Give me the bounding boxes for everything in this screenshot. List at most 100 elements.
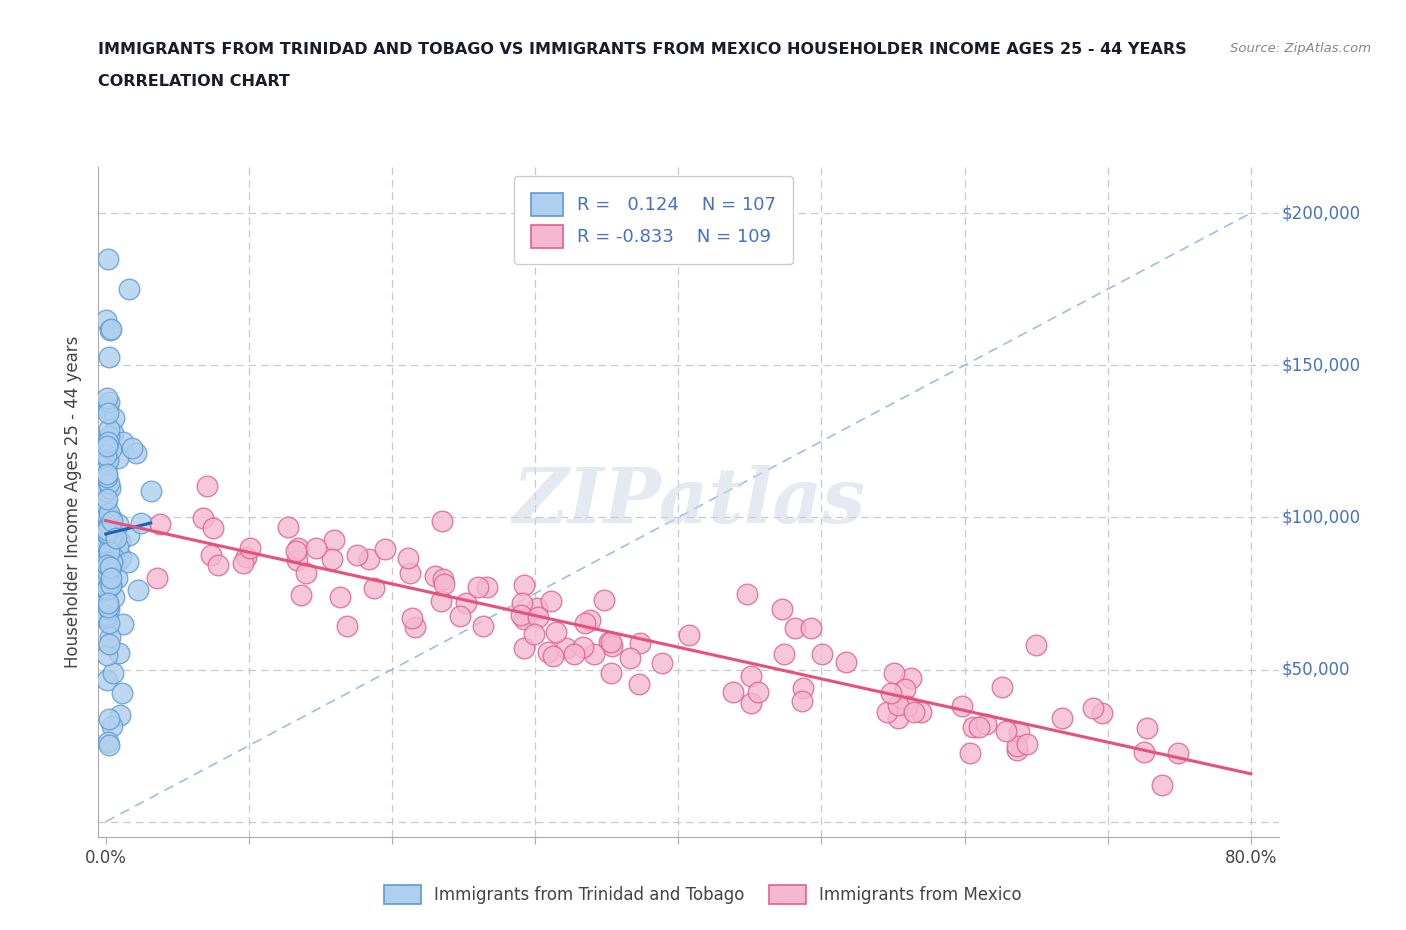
Point (770, 602, 793, 617)
Point (96, 612, 118, 627)
Text: $100,000: $100,000 (1282, 509, 1361, 526)
Point (131, 516, 153, 531)
Point (600, 634, 623, 649)
Point (97, 475, 120, 490)
Point (97, 395, 120, 410)
Point (125, 445, 148, 460)
Point (101, 666, 124, 681)
Point (579, 612, 602, 627)
Point (207, 558, 229, 573)
Point (96, 525, 118, 540)
Point (598, 634, 620, 649)
Point (792, 680, 814, 695)
Point (94, 447, 117, 462)
Point (619, 650, 641, 665)
Point (546, 625, 568, 640)
Point (600, 639, 623, 654)
Point (98, 711, 121, 726)
Point (800, 620, 823, 635)
Point (404, 619, 426, 634)
Point (1091, 705, 1114, 720)
Point (1083, 701, 1105, 716)
Point (110, 533, 132, 548)
Point (101, 426, 124, 441)
Point (527, 610, 550, 625)
Point (100, 322, 122, 337)
Point (97, 599, 120, 614)
Point (100, 511, 122, 525)
Point (118, 282, 141, 297)
Point (94, 550, 117, 565)
Point (98, 506, 121, 521)
Point (94, 449, 117, 464)
Point (651, 656, 673, 671)
Point (97, 565, 120, 580)
Point (96, 484, 118, 498)
Point (103, 410, 125, 425)
Point (880, 685, 903, 700)
Point (96, 523, 118, 538)
Point (398, 565, 420, 580)
Point (97, 540, 120, 555)
Text: $50,000: $50,000 (1282, 660, 1350, 679)
Point (96, 564, 118, 578)
Point (117, 555, 139, 570)
Point (962, 720, 984, 735)
Point (513, 640, 536, 655)
Point (94, 442, 117, 457)
Point (96, 582, 118, 597)
Point (1167, 746, 1189, 761)
Point (959, 746, 981, 761)
Point (678, 628, 700, 643)
Point (97, 452, 120, 467)
Legend: R =   0.124    N = 107, R = -0.833    N = 109: R = 0.124 N = 107, R = -0.833 N = 109 (515, 177, 793, 264)
Point (432, 572, 454, 587)
Point (111, 685, 134, 700)
Point (582, 646, 605, 661)
Point (321, 551, 343, 566)
Point (363, 581, 385, 596)
Text: $200,000: $200,000 (1282, 204, 1361, 222)
Point (430, 513, 453, 528)
Point (433, 577, 456, 591)
Point (950, 698, 973, 713)
Point (903, 704, 925, 719)
Point (100, 578, 122, 592)
Point (97, 615, 120, 630)
Point (94, 312, 117, 327)
Point (195, 479, 218, 494)
Point (876, 705, 898, 720)
Point (628, 676, 651, 691)
Point (97, 563, 120, 578)
Point (94, 497, 117, 512)
Point (98, 549, 121, 564)
Point (191, 511, 214, 525)
Point (336, 618, 359, 633)
Point (773, 646, 796, 661)
Point (97, 402, 120, 417)
Point (232, 555, 254, 570)
Point (100, 528, 122, 543)
Point (894, 682, 917, 697)
Point (287, 541, 309, 556)
Point (101, 513, 124, 528)
Point (146, 570, 169, 585)
Point (98, 630, 121, 644)
Point (118, 528, 141, 543)
Point (991, 680, 1014, 695)
Point (537, 644, 560, 659)
Point (97, 435, 120, 450)
Point (357, 551, 380, 566)
Point (477, 580, 499, 595)
Point (98, 322, 121, 337)
Point (97, 405, 120, 420)
Point (94, 608, 117, 623)
Point (513, 578, 536, 592)
Point (277, 519, 299, 534)
Point (98, 511, 121, 525)
Point (239, 540, 262, 555)
Point (96, 609, 118, 624)
Point (96, 390, 118, 405)
Point (97, 429, 120, 444)
Point (94, 548, 117, 563)
